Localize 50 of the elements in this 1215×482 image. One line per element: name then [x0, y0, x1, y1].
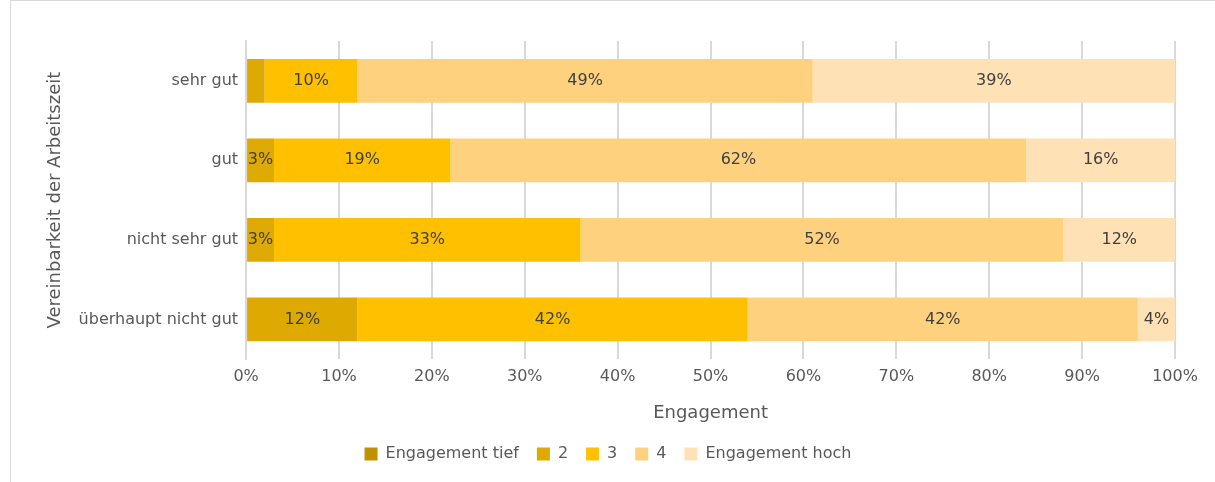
x-tick-label: 60%: [785, 365, 822, 385]
legend-label: Engagement hoch: [705, 443, 852, 463]
y-axis-title: Vereinbarkeit der Arbeitszeit: [43, 71, 65, 329]
data-label: 12%: [284, 308, 321, 328]
bar: [357, 58, 813, 103]
data-label: 12%: [1101, 229, 1138, 249]
x-axis-title: Engagement: [653, 400, 768, 422]
x-tick-label: 40%: [599, 365, 636, 385]
bar: [1026, 138, 1175, 183]
data-label: 62%: [720, 149, 757, 169]
data-label: 52%: [804, 229, 840, 249]
x-tick-label: 10%: [321, 365, 357, 385]
bar: [580, 218, 1064, 262]
data-label: 42%: [924, 308, 961, 328]
y-tick-label: sehr gut: [171, 69, 239, 89]
data-label: 10%: [293, 69, 329, 89]
bar: [273, 138, 451, 183]
data-label: 3%: [247, 149, 274, 169]
bar: [273, 218, 581, 262]
bar: [812, 58, 1175, 103]
data-label: 39%: [976, 69, 1012, 89]
data-label: 49%: [567, 69, 603, 89]
y-tick-label: gut: [211, 149, 239, 169]
legend-label: 2: [557, 443, 569, 463]
data-label: 19%: [344, 149, 380, 169]
bar: [450, 138, 1027, 183]
legend-label: 3: [607, 443, 618, 463]
x-tick-label: 100%: [1152, 365, 1198, 385]
y-tick-label: überhaupt nicht gut: [78, 308, 239, 328]
bar: [357, 297, 748, 342]
data-label: 42%: [534, 308, 571, 328]
bar: [747, 297, 1138, 342]
x-tick-label: 30%: [506, 365, 543, 385]
x-tick-label: 70%: [878, 365, 915, 385]
legend-label: Engagement tief: [385, 443, 520, 463]
data-label: 16%: [1082, 149, 1119, 169]
x-tick-label: 80%: [971, 365, 1007, 385]
x-tick-label: 20%: [414, 365, 450, 385]
data-label: 3%: [247, 229, 274, 249]
bar: [247, 297, 358, 342]
x-tick-label: 0%: [233, 365, 259, 385]
data-label: 33%: [409, 229, 446, 249]
legend-label: 4: [656, 443, 667, 463]
data-label: 4%: [1143, 308, 1170, 328]
bar: [1063, 218, 1175, 262]
x-tick-label: 90%: [1064, 365, 1100, 385]
bar: [247, 58, 265, 103]
bar: [264, 58, 358, 103]
y-tick-label: nicht sehr gut: [126, 229, 239, 249]
x-tick-label: 50%: [692, 365, 729, 385]
